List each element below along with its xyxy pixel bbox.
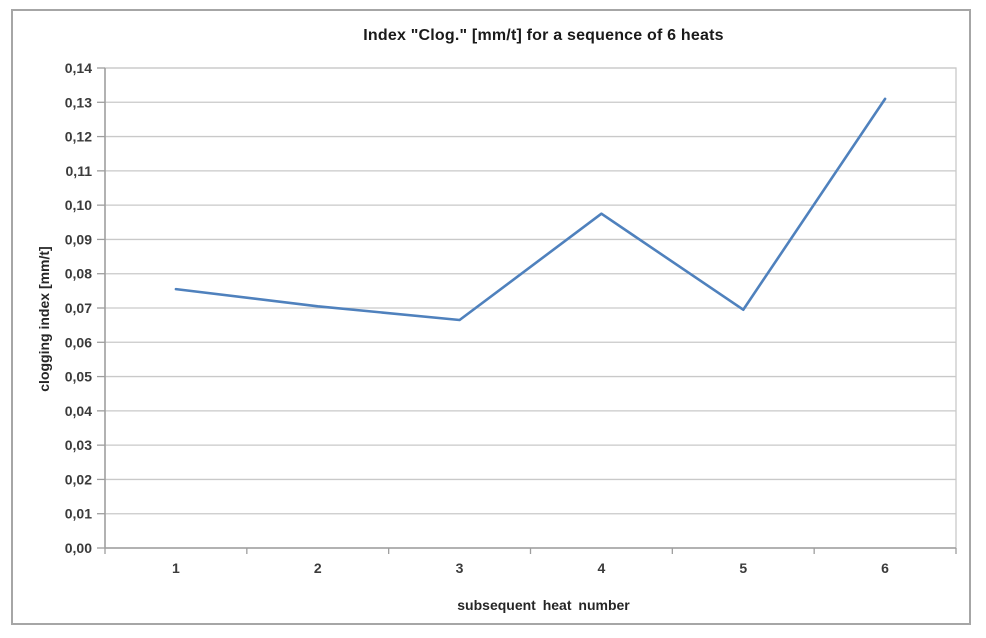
x-tick-label: 3 xyxy=(456,560,464,576)
y-tick-label: 0,05 xyxy=(65,369,92,385)
y-tick-label: 0,11 xyxy=(66,163,93,179)
y-tick-label: 0,02 xyxy=(65,471,92,487)
y-tick-label: 0,12 xyxy=(65,129,92,145)
x-tick-label: 4 xyxy=(598,560,606,576)
gridlines-group xyxy=(105,67,956,515)
x-tick-label: 6 xyxy=(881,560,889,576)
y-tick-label: 0,07 xyxy=(65,300,92,316)
x-tick-label: 2 xyxy=(314,560,322,576)
y-tick-label: 0,00 xyxy=(65,540,92,556)
y-tick-label: 0,14 xyxy=(65,60,92,76)
y-tick-label: 0,13 xyxy=(65,94,92,110)
tick-labels-group: 0,00 0,01 0,02 0,03 0,04 0,05 0,06 0,07 0,08 0,09… xyxy=(65,60,889,576)
y-tick-label: 0,01 xyxy=(65,506,92,522)
y-tick-label: 0,08 xyxy=(65,266,92,282)
x-axis-title: subsequent heat number xyxy=(457,597,630,613)
y-tick-label: 0,10 xyxy=(65,197,92,213)
tick-marks-group xyxy=(97,67,957,554)
y-tick-label: 0,04 xyxy=(65,403,92,419)
y-tick-label: 0,06 xyxy=(65,334,92,350)
x-tick-label: 1 xyxy=(172,560,180,576)
y-tick-label: 0,09 xyxy=(65,231,92,247)
series-line xyxy=(174,97,887,322)
data-series-group xyxy=(174,97,887,322)
y-tick-label: 0,03 xyxy=(65,437,92,453)
x-tick-label: 5 xyxy=(739,560,747,576)
chart-frame: Index "Clog." [mm/t] for a sequence of 6… xyxy=(11,9,971,625)
chart-title: Index "Clog." [mm/t] for a sequence of 6… xyxy=(363,27,724,44)
